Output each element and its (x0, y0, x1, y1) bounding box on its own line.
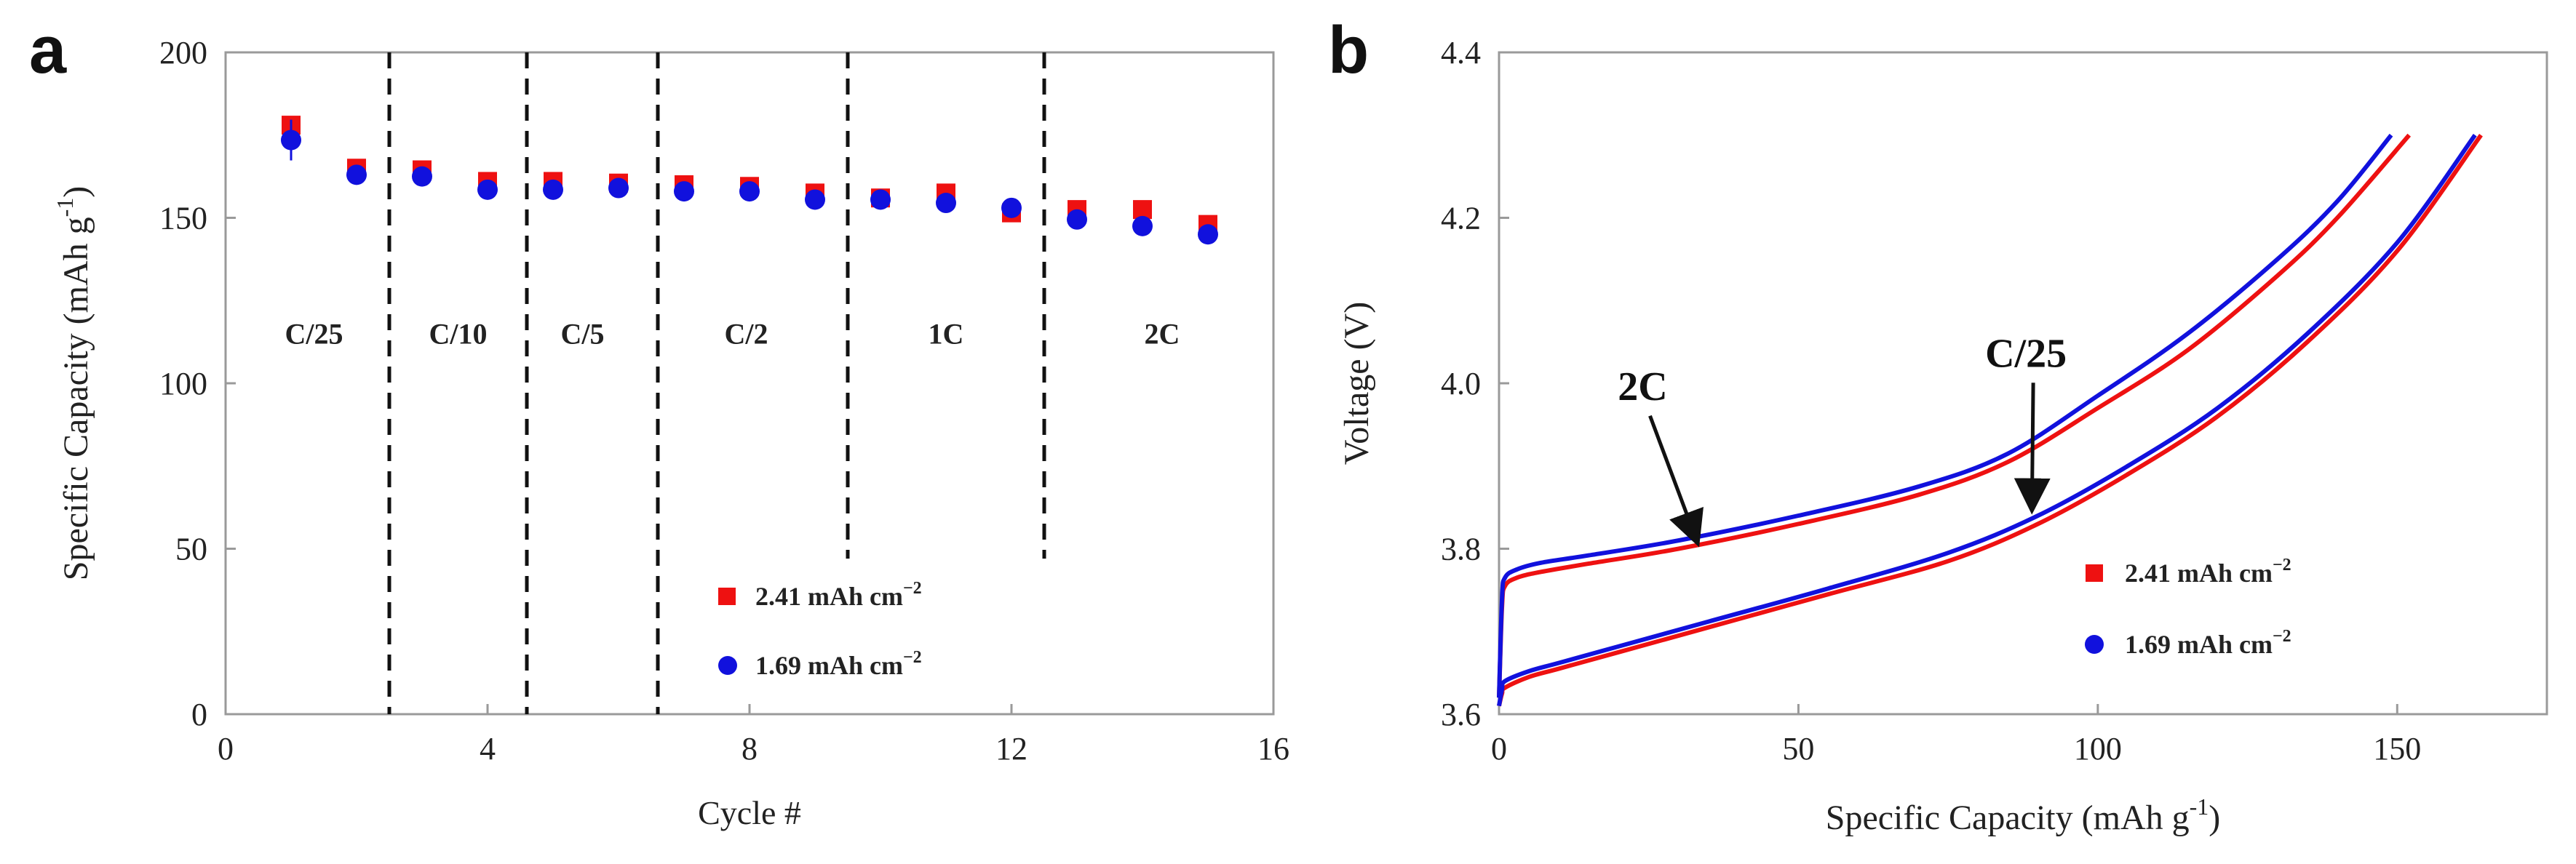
x-tick-label: 12 (995, 731, 1027, 767)
panel-a-label: a (29, 13, 67, 87)
voltage-curves (1497, 133, 2483, 707)
legend-entry-1: 2.41 mAh cm−2 (2125, 556, 2291, 588)
data-point-circle (477, 179, 498, 200)
panel-b-legend: 2.41 mAh cm−2 1.69 mAh cm−2 (2085, 556, 2291, 659)
x-axis-ticks: 0 50 100 150 (1491, 704, 2421, 767)
data-point-circle (870, 189, 891, 210)
y-tick-label: 4.0 (1441, 366, 1481, 401)
annotation-arrow (2014, 383, 2051, 515)
data-point-circle (281, 129, 301, 151)
data-point-circle (412, 166, 432, 187)
y-axis-title: Specific Capacity (mAh g-1) (52, 186, 95, 581)
x-tick-label: 50 (1782, 731, 1814, 767)
data-point-circle (608, 177, 629, 199)
x-tick-label: 16 (1257, 731, 1289, 767)
y-tick-label: 4.4 (1441, 35, 1481, 71)
data-point-circle (739, 181, 760, 202)
voltage-curve (1497, 133, 2412, 698)
legend-square-marker (2086, 564, 2103, 582)
y-tick-label: 4.2 (1441, 201, 1481, 236)
annotation-arrow (1648, 415, 1704, 548)
x-tick-label: 0 (1491, 731, 1507, 767)
rate-label: 2C (1145, 317, 1180, 350)
y-tick-label: 150 (159, 201, 207, 236)
y-tick-label: 200 (159, 35, 207, 71)
x-tick-label: 4 (480, 731, 496, 767)
data-points (281, 116, 1218, 245)
rate-label: C/2 (725, 317, 768, 350)
x-tick-label: 100 (2074, 731, 2122, 767)
rate-annotation-label: 2C (1618, 364, 1667, 409)
data-point-square (1133, 200, 1152, 220)
x-tick-label: 8 (742, 731, 758, 767)
y-tick-label: 100 (159, 366, 207, 401)
legend-square-marker (718, 588, 736, 605)
y-tick-label: 50 (175, 532, 207, 567)
y-axis-title: Voltage (V) (1337, 302, 1376, 465)
y-axis-ticks: 3.6 3.8 4.0 4.2 4.4 (1441, 35, 1509, 732)
data-point-circle (1001, 197, 1022, 218)
panel-a: a 0 4 8 12 16 0 50 100 150 200 C/25 C/10 C/5 C/2 1C 2… (29, 13, 1289, 831)
legend-entry-2: 1.69 mAh cm−2 (2125, 627, 2291, 659)
data-point-circle (543, 179, 563, 200)
x-tick-label: 150 (2373, 731, 2421, 767)
data-point-circle (1132, 215, 1153, 236)
rate-annotations: 2C C/25 (1618, 331, 2067, 548)
x-axis-ticks: 0 4 8 12 16 (218, 704, 1289, 767)
rate-labels: C/25 C/10 C/5 C/2 1C 2C (285, 317, 1180, 350)
legend-entry-1: 2.41 mAh cm−2 (755, 579, 922, 611)
x-axis-title: Specific Capacity (mAh g-1) (1826, 793, 2221, 837)
rate-label: C/25 (285, 317, 343, 350)
data-point-circle (936, 193, 956, 214)
voltage-curve (1497, 133, 2393, 698)
panel-a-plot-frame (224, 51, 1275, 716)
y-tick-label: 3.6 (1441, 697, 1481, 732)
rate-label: C/5 (561, 317, 605, 350)
x-axis-title: Cycle # (698, 794, 801, 831)
voltage-curve (1497, 133, 2483, 707)
rate-dividers (387, 52, 1046, 714)
panel-a-legend: 2.41 mAh cm−2 1.69 mAh cm−2 (718, 579, 922, 680)
data-point-circle (805, 189, 825, 210)
y-tick-label: 0 (191, 697, 207, 732)
rate-label: C/10 (429, 317, 488, 350)
data-point-circle (674, 181, 694, 202)
voltage-curve (1497, 133, 2477, 707)
y-axis-ticks: 0 50 100 150 200 (159, 35, 236, 732)
legend-circle-marker (718, 656, 737, 675)
data-point-circle (346, 164, 367, 185)
rate-annotation-label: C/25 (1985, 331, 2067, 376)
legend-circle-marker (2085, 635, 2104, 654)
legend-entry-2: 1.69 mAh cm−2 (755, 648, 922, 680)
x-tick-label: 0 (218, 731, 234, 767)
y-tick-label: 3.8 (1441, 532, 1481, 567)
panel-b: b 0 50 100 150 3.6 3.8 4.0 4.2 4.4 2C C/25 2.41 … (1328, 13, 2548, 837)
data-point-circle (1198, 224, 1218, 245)
data-point-circle (1067, 209, 1087, 230)
rate-label: 1C (929, 317, 964, 350)
panel-b-label: b (1328, 13, 1369, 87)
